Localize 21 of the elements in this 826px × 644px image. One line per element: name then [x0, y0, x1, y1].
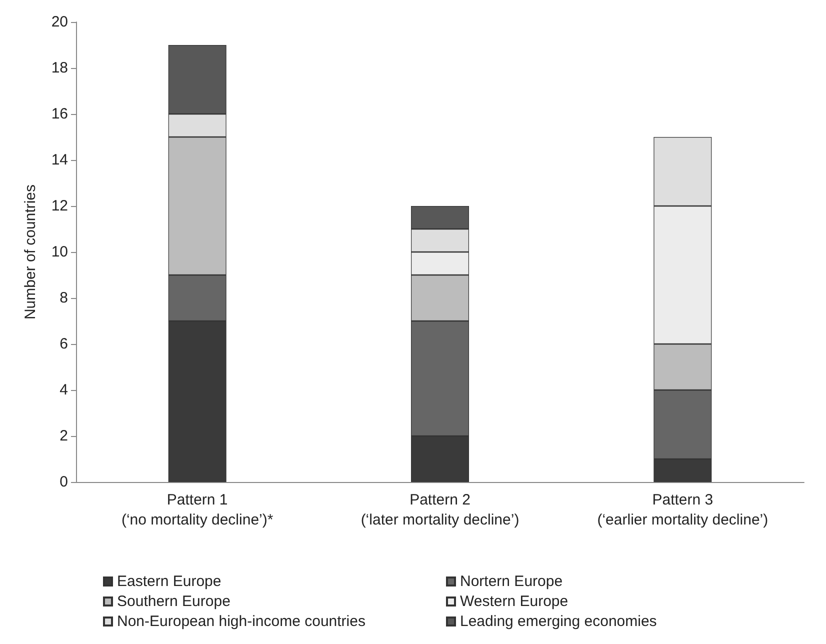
x-tick-label: Pattern 2 (‘later mortality decline’) [360, 492, 520, 528]
legend-label: Southern Europe [117, 593, 230, 610]
x-tick-label: Pattern 3 (‘earlier mortality decline’) [597, 492, 768, 528]
legend-label: Nortern Europe [460, 573, 563, 590]
y-tick-label: 20 [51, 14, 68, 30]
legend-label: Non-European high-income countries [117, 613, 366, 630]
legend-label: Western Europe [460, 593, 568, 610]
y-tick-label: 8 [60, 290, 68, 306]
y-tick-label: 18 [51, 60, 68, 76]
y-tick-label: 4 [60, 382, 68, 398]
y-tick-label: 14 [51, 152, 68, 168]
y-axis-title: Number of countries [22, 184, 39, 320]
y-tick-label: 6 [60, 336, 68, 352]
legend-label: Leading emerging economies [460, 613, 657, 630]
y-tick-label: 2 [60, 428, 68, 444]
y-tick-label: 10 [51, 244, 68, 260]
legend-label: Eastern Europe [117, 573, 222, 590]
y-tick-label: 16 [51, 106, 68, 122]
x-tick-label: Pattern 1 (‘no mortality decline’)* [121, 492, 274, 528]
y-tick-label: 0 [60, 474, 68, 490]
y-tick-label: 12 [51, 198, 68, 214]
